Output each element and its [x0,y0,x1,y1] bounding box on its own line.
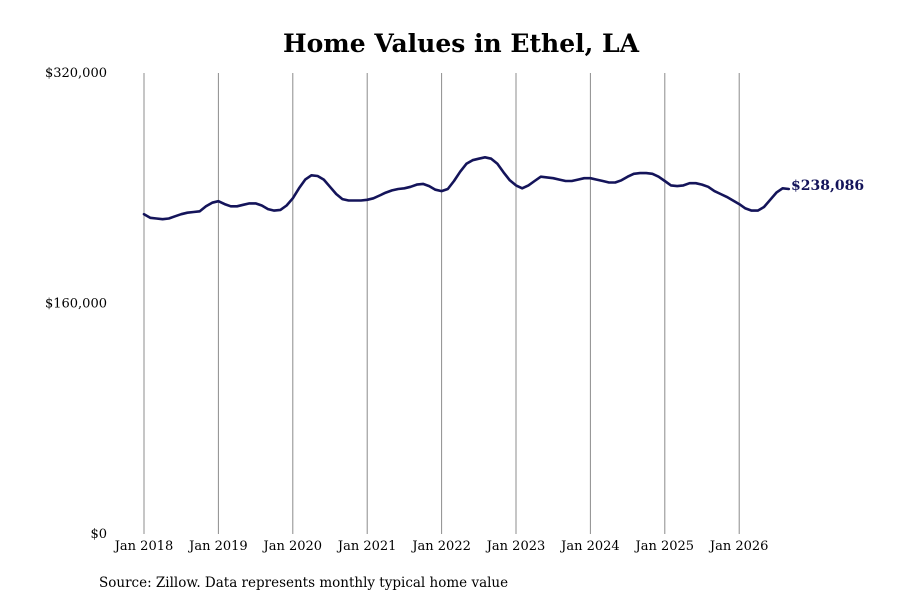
x-tick-label: Jan 2022 [410,539,471,554]
grid-lines [143,73,740,534]
x-tick-label: Jan 2019 [187,539,248,554]
end-value-label: $238,086 [791,178,864,194]
x-tick-label: Jan 2023 [485,539,546,554]
source-note: Source: Zillow. Data represents monthly … [99,575,508,591]
x-tick-label: Jan 2020 [262,539,323,554]
x-tick-label: Jan 2026 [708,539,769,554]
x-axis: Jan 2018 Jan 2019 Jan 2020 Jan 2021 Jan 2022… [113,539,769,554]
x-tick-label: Jan 2021 [336,539,397,554]
x-tick-label: Jan 2024 [559,539,620,554]
x-tick-label: Jan 2018 [113,539,174,554]
y-tick-label: $0 [90,527,107,542]
x-tick-label: Jan 2025 [634,539,695,554]
series-group [142,156,791,221]
y-tick-label: $320,000 [45,66,107,81]
home-value-line [142,156,791,221]
chart-title: Home Values in Ethel, LA [283,29,640,58]
y-tick-label: $160,000 [45,297,107,312]
y-axis: $0 $160,000 $320,000 [45,66,107,542]
